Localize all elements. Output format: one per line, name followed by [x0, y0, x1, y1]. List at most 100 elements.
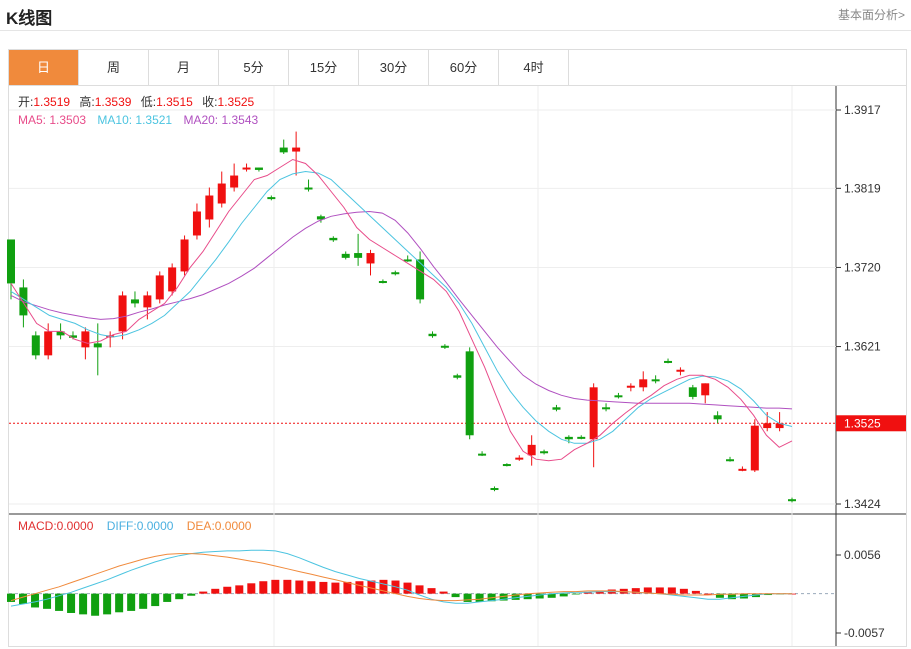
y-tick-label: 1.3917: [844, 103, 881, 117]
macd-bar: [43, 593, 52, 609]
candle-body: [416, 259, 425, 300]
tab-day[interactable]: 日: [9, 50, 79, 85]
candle-body: [192, 211, 201, 236]
candle-body: [738, 468, 747, 471]
candle-body: [788, 499, 796, 502]
candle-body: [230, 175, 239, 188]
macd-bar: [7, 593, 15, 602]
macd-bar: [115, 593, 124, 613]
macd-bar: [643, 587, 652, 594]
candle-body: [502, 464, 511, 467]
candle-body: [602, 407, 611, 410]
candle-body: [763, 423, 772, 429]
ma20-line: [10, 210, 793, 410]
macd-readout: MACD:0.0000 DIFF:0.0000 DEA:0.0000: [18, 519, 252, 533]
macd-bar: [235, 585, 244, 594]
close-value: 1.3525: [218, 95, 255, 109]
candle-body: [391, 272, 400, 275]
macd-bar: [283, 579, 292, 594]
macd-bar: [91, 593, 100, 616]
ma5-label: MA5:: [18, 113, 49, 127]
y-tick-label: 1.3819: [844, 181, 881, 195]
macd-bar: [223, 586, 232, 594]
candle-body: [7, 239, 15, 284]
candle-body: [577, 436, 586, 439]
current-price-label: 1.3525: [844, 416, 881, 430]
ma10-value: 1.3521: [135, 113, 172, 127]
macd-bar: [139, 593, 148, 609]
macd-bar: [475, 593, 484, 602]
macd-bar: [631, 588, 640, 594]
ma-lines: [10, 158, 793, 462]
candle-body: [217, 183, 226, 204]
macd-bar: [583, 592, 592, 594]
macd-bar: [175, 593, 184, 600]
candle-body: [428, 333, 437, 337]
candle-body: [688, 387, 697, 397]
macd-bar: [259, 581, 268, 594]
candle-body: [651, 379, 660, 382]
macd-bar: [379, 579, 388, 594]
macd-bar: [403, 582, 412, 594]
candle-body: [341, 253, 350, 258]
tab-30min[interactable]: 30分: [359, 50, 429, 85]
macd-bar: [19, 593, 28, 605]
macd-bar: [247, 583, 256, 594]
macd-y-tick-label: 0.0056: [844, 548, 881, 562]
candle-body: [775, 423, 784, 429]
candle-body: [726, 459, 735, 462]
tab-60min[interactable]: 60分: [429, 50, 499, 85]
candle-body: [143, 295, 152, 308]
ma20-label: MA20:: [183, 113, 221, 127]
candle-body: [267, 197, 276, 200]
macd-bar: [187, 593, 196, 596]
candles: [7, 131, 796, 503]
macd-bar: [439, 591, 448, 594]
dea-label: DEA:: [187, 519, 215, 533]
fundamental-analysis-link[interactable]: 基本面分析>: [837, 8, 905, 22]
page-title: K线图: [6, 9, 53, 28]
ma5-line: [10, 158, 793, 462]
candle-body: [465, 351, 474, 436]
tab-week[interactable]: 周: [79, 50, 149, 85]
candle-body: [515, 457, 524, 460]
macd-bar: [127, 593, 136, 611]
chart-frame: [8, 85, 907, 647]
candle-body: [31, 335, 40, 356]
candle-body: [366, 253, 375, 264]
tab-4hour[interactable]: 4时: [499, 50, 569, 85]
candle-body: [118, 295, 127, 332]
macd-bar: [199, 591, 208, 594]
macd-bar: [103, 593, 112, 615]
macd-panel: [7, 549, 836, 616]
candle-body: [68, 335, 77, 338]
candle-body: [490, 488, 499, 491]
macd-bar: [571, 593, 580, 595]
macd-bar: [79, 593, 88, 615]
ma20-value: 1.3543: [221, 113, 258, 127]
candle-body: [130, 299, 139, 304]
tab-15min[interactable]: 15分: [289, 50, 359, 85]
ma5-value: 1.3503: [49, 113, 86, 127]
candle-body: [44, 331, 53, 356]
candle-body: [378, 281, 387, 284]
candle-body: [589, 387, 598, 440]
macd-bar: [535, 593, 544, 599]
tab-5min[interactable]: 5分: [219, 50, 289, 85]
low-label: 低:: [141, 95, 156, 109]
open-value: 1.3519: [33, 95, 70, 109]
candle-body: [155, 275, 164, 300]
macd-bar: [415, 585, 424, 594]
macd-value: 0.0000: [57, 519, 94, 533]
dea-line: [10, 553, 792, 602]
current-price-tag: [836, 415, 906, 432]
macd-bar: [427, 588, 436, 594]
macd-bar: [679, 588, 688, 594]
macd-bar: [55, 593, 64, 611]
tab-month[interactable]: 月: [149, 50, 219, 85]
macd-bar: [667, 587, 676, 594]
candle-body: [180, 239, 189, 272]
diff-value: 0.0000: [137, 519, 174, 533]
macd-bar: [559, 593, 568, 597]
